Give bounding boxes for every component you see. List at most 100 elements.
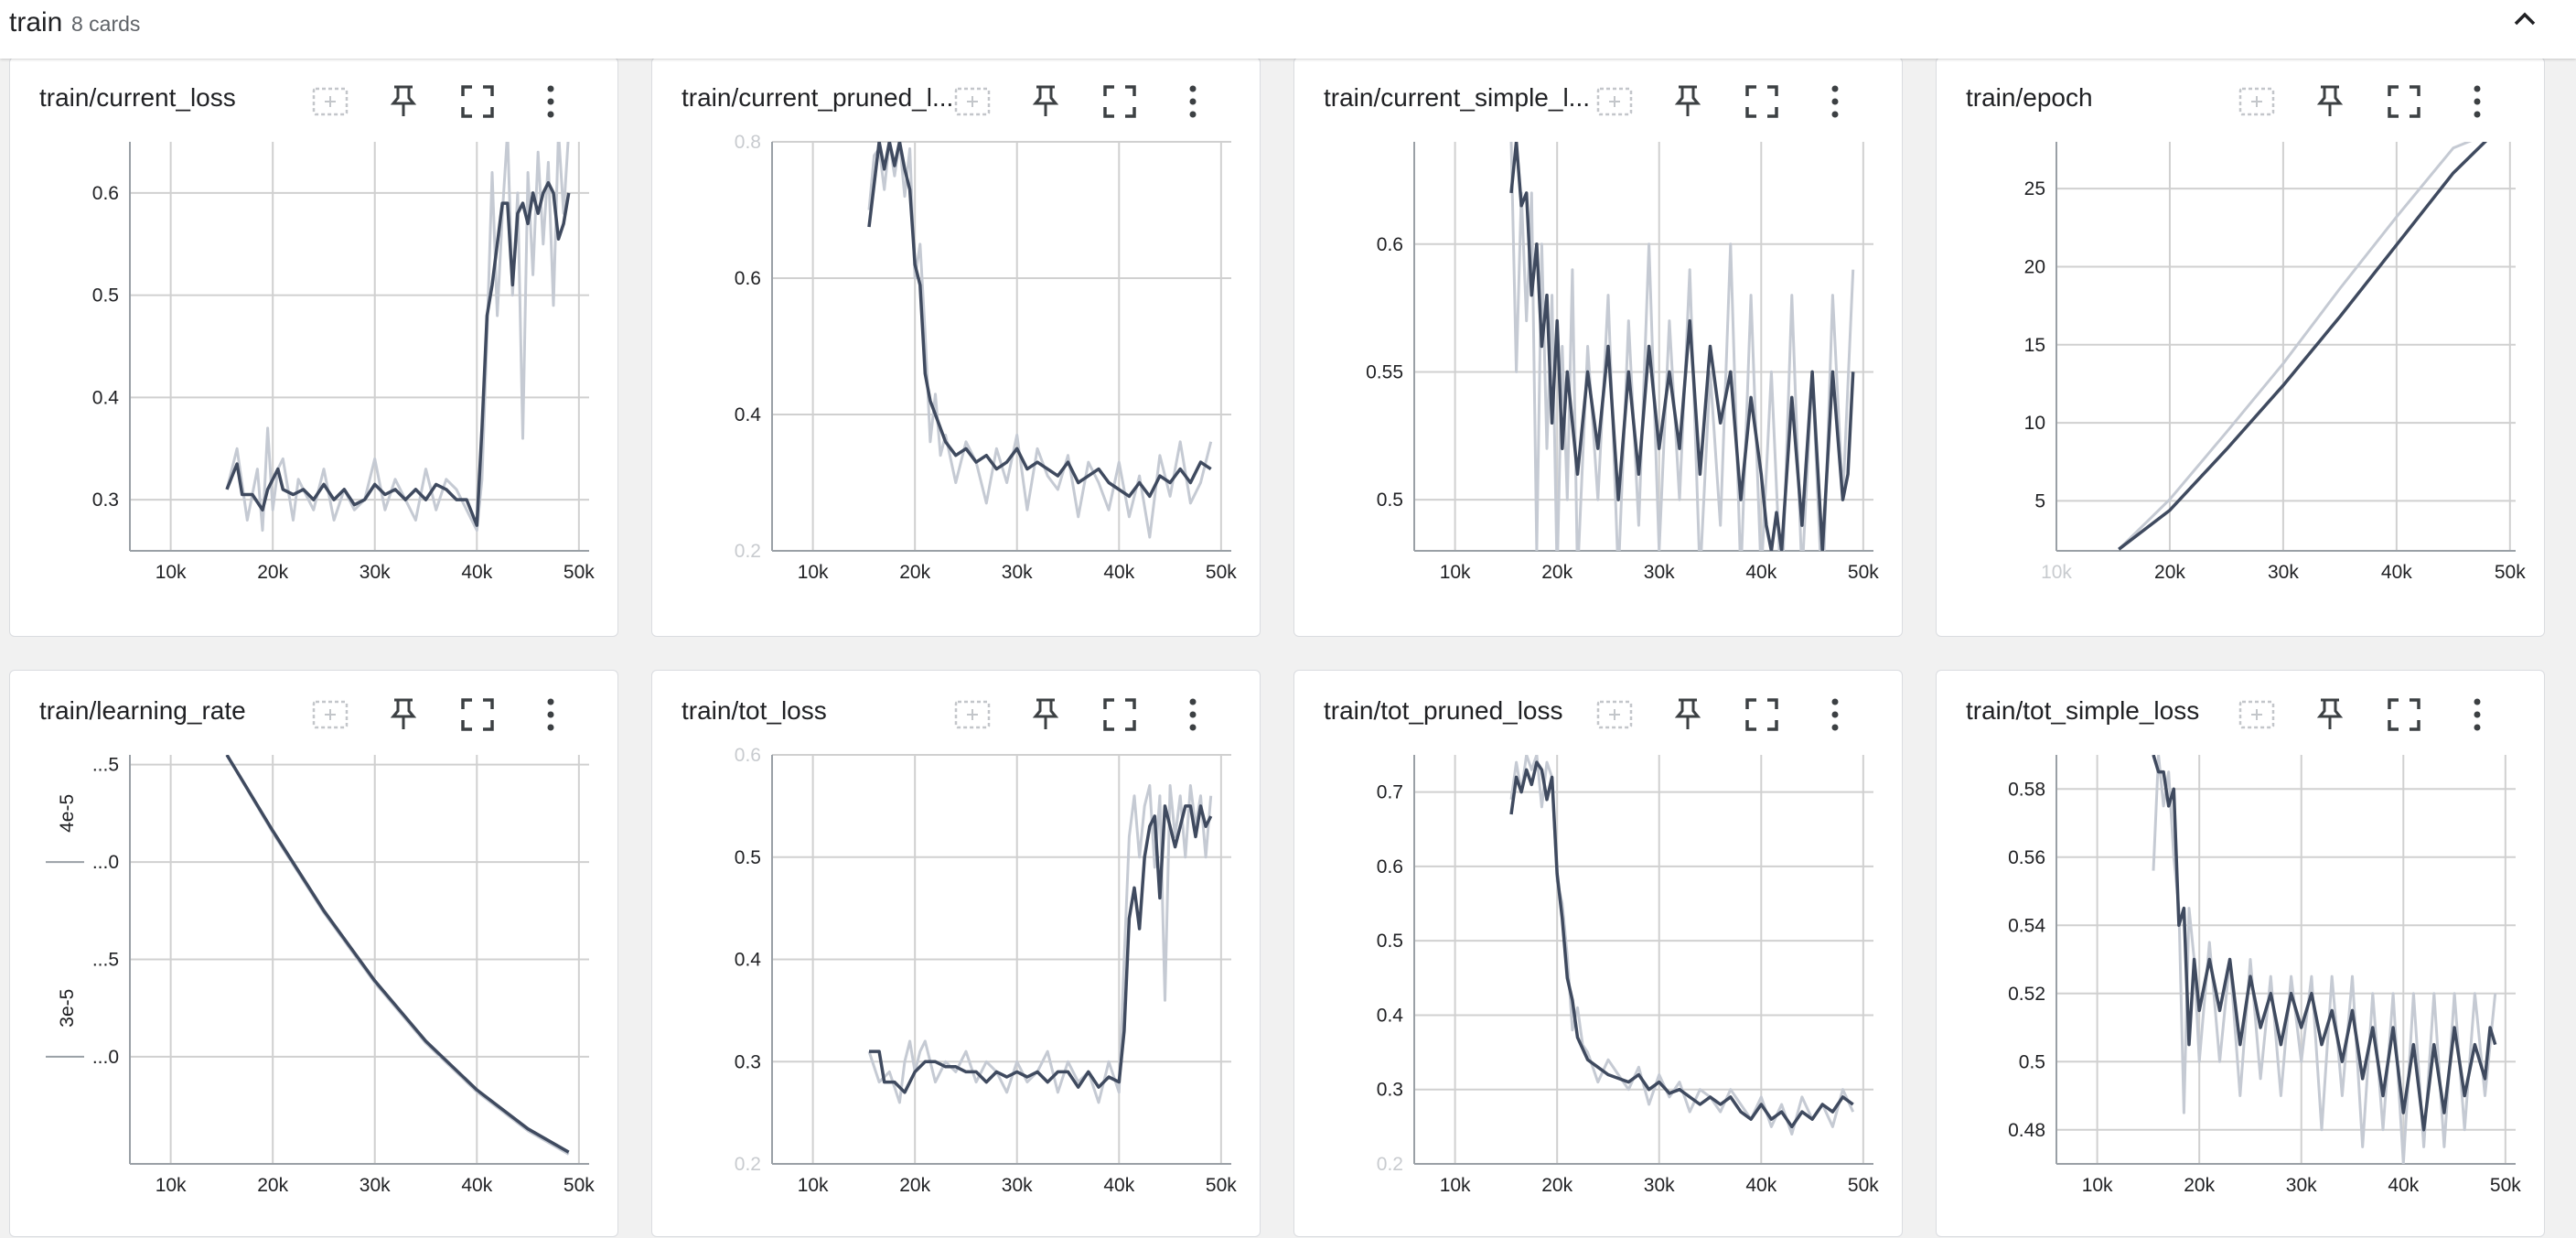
fit-domain-icon (312, 700, 349, 729)
line-chart[interactable]: 10k 20k 30k 40k 50k 0.2 0.3 0.4 0.5 0.6 (652, 671, 1261, 1238)
x-tick-label: 40k (1103, 1175, 1134, 1196)
line-chart[interactable]: 10k 20k 30k 40k 50k ...5 ...0 ...5 ...0 4e-5 3e-5 (10, 671, 619, 1238)
pin-icon (2316, 698, 2344, 729)
fit-domain-icon (1596, 87, 1633, 116)
y-tick-label: 0.2 (735, 1154, 761, 1175)
pin-card-button[interactable] (1664, 78, 1712, 125)
y-tick-label: 10 (2024, 413, 2045, 434)
y-tick-label: 0.5 (1377, 931, 1403, 952)
pin-card-button[interactable] (380, 691, 427, 738)
y-tick-label: ...5 (92, 755, 119, 776)
pin-card-button[interactable] (380, 78, 427, 125)
group-title: train (9, 7, 63, 38)
card-title: train/current_loss (39, 83, 236, 112)
fit-domain-button[interactable] (949, 78, 996, 125)
fullscreen-button[interactable] (1738, 78, 1786, 125)
line-chart[interactable]: 10k 20k 30k 40k 50k 5 10 15 20 25 (1937, 58, 2546, 638)
line-chart[interactable]: 10k 20k 30k 40k 50k 0.5 0.55 0.6 (1294, 58, 1904, 638)
fullscreen-button[interactable] (454, 78, 501, 125)
fullscreen-button[interactable] (1738, 691, 1786, 738)
x-tick-label: 30k (2268, 562, 2299, 583)
pin-card-button[interactable] (1664, 691, 1712, 738)
line-chart[interactable]: 10k 20k 30k 40k 50k 0.48 0.5 0.52 0.54 0.56 0.58 (1937, 671, 2546, 1238)
smoothed-series-line (869, 804, 1213, 1094)
x-tick-label: 20k (257, 562, 288, 583)
x-tick-label: 20k (899, 562, 930, 583)
x-tick-label: 50k (564, 1175, 595, 1196)
y-tick-label: 0.4 (735, 950, 762, 971)
more-vert-icon (2474, 698, 2481, 731)
y-tick-label: 0.52 (2008, 984, 2045, 1005)
more-options-button[interactable] (2453, 78, 2501, 125)
collapse-group-button[interactable] (2505, 0, 2545, 37)
fit-domain-button[interactable] (2233, 78, 2281, 125)
smoothed-series-line (867, 142, 1212, 499)
fullscreen-button[interactable] (1096, 691, 1143, 738)
more-options-button[interactable] (1169, 78, 1217, 125)
more-options-button[interactable] (1169, 691, 1217, 738)
fullscreen-button[interactable] (2380, 691, 2428, 738)
line-chart[interactable]: 10k 20k 30k 40k 50k 0.2 0.3 0.4 0.5 0.6 0.7 (1294, 671, 1904, 1238)
fit-domain-button[interactable] (306, 78, 354, 125)
line-chart[interactable]: 10k 20k 30k 40k 50k 0.3 0.4 0.5 0.6 (10, 58, 619, 638)
fullscreen-icon (1103, 698, 1136, 731)
fit-domain-button[interactable] (2233, 691, 2281, 738)
card-title: train/current_simple_l... (1324, 83, 1591, 112)
fullscreen-icon (1745, 85, 1778, 118)
x-tick-label: 30k (1644, 562, 1675, 583)
y-tick-label: 0.6 (735, 268, 761, 289)
smoothed-series-line (1509, 760, 1854, 1129)
y-tick-label: 0.4 (1377, 1005, 1404, 1026)
smoothed-series-line (225, 180, 571, 527)
y-tick-label: 0.5 (1377, 490, 1403, 511)
line-chart[interactable]: 10k 20k 30k 40k 50k 0.2 0.4 0.6 0.8 (652, 58, 1261, 638)
fit-domain-button[interactable] (949, 691, 996, 738)
fit-domain-button[interactable] (1591, 78, 1638, 125)
more-options-button[interactable] (527, 691, 574, 738)
chevron-up-icon (2514, 12, 2536, 26)
x-tick-label: 30k (1644, 1175, 1675, 1196)
more-vert-icon (1189, 85, 1197, 118)
x-tick-label: 30k (1002, 562, 1033, 583)
fit-domain-button[interactable] (306, 691, 354, 738)
y-tick-label: 0.6 (1377, 234, 1403, 255)
x-tick-label: 50k (2495, 562, 2526, 583)
more-options-button[interactable] (527, 78, 574, 125)
card-title: train/tot_simple_loss (1966, 696, 2200, 725)
pin-card-button[interactable] (2306, 78, 2354, 125)
chart-card: train/current_loss 10k 20k 30k 40k 50k 0.3 0.4 0… (9, 57, 618, 637)
fullscreen-button[interactable] (1096, 78, 1143, 125)
y-tick-label: 0.54 (2008, 915, 2045, 936)
pin-card-button[interactable] (1022, 78, 1069, 125)
x-tick-label: 50k (564, 562, 595, 583)
chart-card: train/tot_pruned_loss 10k 20k 30k 40k 50k 0.2 0… (1293, 670, 1903, 1237)
fullscreen-button[interactable] (454, 691, 501, 738)
x-tick-label: 10k (798, 562, 829, 583)
y-tick-label: 0.5 (735, 847, 761, 868)
smoothed-series-line (2152, 755, 2497, 1132)
y-tick-label: 0.2 (735, 541, 761, 562)
y-tick-label: 15 (2024, 335, 2045, 356)
fit-domain-icon (1596, 700, 1633, 729)
more-vert-icon (547, 85, 554, 118)
fullscreen-icon (461, 85, 494, 118)
more-options-button[interactable] (1811, 691, 1859, 738)
fullscreen-button[interactable] (2380, 78, 2428, 125)
card-count: 8 cards (71, 12, 141, 36)
more-vert-icon (1831, 698, 1839, 731)
smoothed-series-line (2118, 142, 2488, 551)
y-tick-label: 0.6 (92, 183, 119, 204)
more-options-button[interactable] (2453, 691, 2501, 738)
more-options-button[interactable] (1811, 78, 1859, 125)
chart-card: train/epoch 10k 20k 30k 40k 50k 5 10 15 20 25 (1936, 57, 2545, 637)
pin-card-button[interactable] (1022, 691, 1069, 738)
chart-card: train/learning_rate 10k 20k 30k 40k 50k ...5..… (9, 670, 618, 1237)
y-tick-label: 0.3 (92, 490, 119, 511)
y-tick-label: 0.4 (92, 387, 120, 408)
pin-icon (2316, 85, 2344, 116)
fit-domain-button[interactable] (1591, 691, 1638, 738)
x-tick-label: 30k (360, 562, 391, 583)
pin-card-button[interactable] (2306, 691, 2354, 738)
y-tick-label: 0.58 (2008, 779, 2045, 800)
raw-series-line (2118, 142, 2473, 551)
